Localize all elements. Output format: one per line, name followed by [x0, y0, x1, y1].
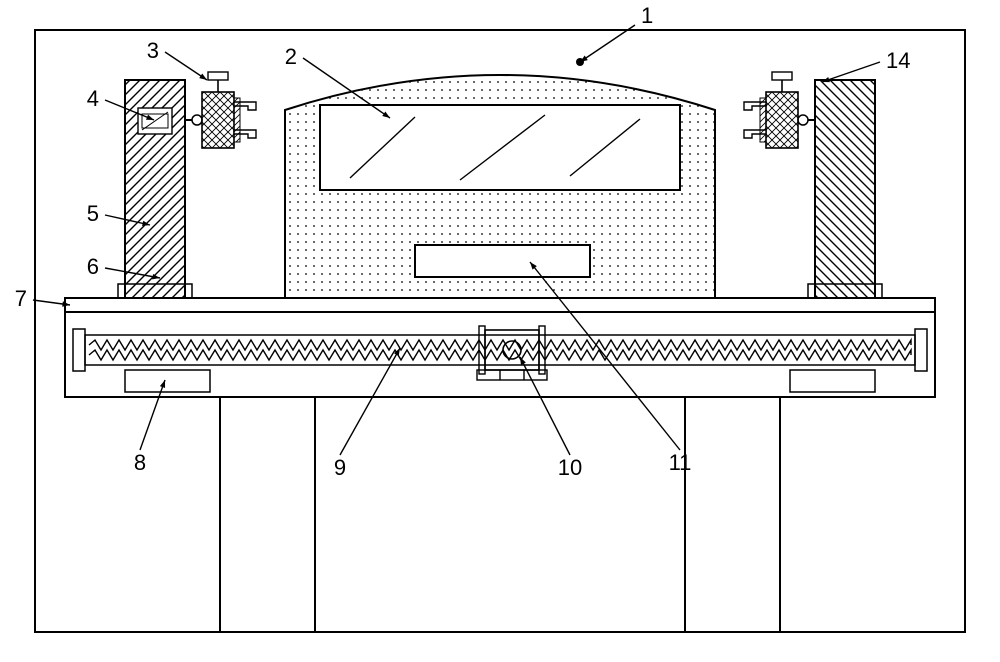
callout-label-5: 5	[87, 201, 99, 226]
callout-label-2: 2	[285, 44, 297, 69]
table-leg-left	[220, 397, 315, 632]
callout-leader-9	[340, 348, 400, 455]
callout-label-9: 9	[334, 455, 346, 480]
callout-label-7: 7	[15, 286, 27, 311]
callout-label-6: 6	[87, 254, 99, 279]
clamp-head-left	[202, 92, 234, 148]
callout-label-1: 1	[641, 3, 653, 28]
callout-label-10: 10	[558, 455, 582, 480]
slider-left	[125, 370, 210, 392]
callout-label-4: 4	[87, 86, 99, 111]
clamp-pillar-right	[815, 80, 875, 298]
callout-label-8: 8	[134, 450, 146, 475]
callout-leader-3	[165, 52, 207, 80]
callout-label-14: 14	[886, 48, 910, 73]
callout-label-11: 11	[669, 450, 692, 475]
callout-leader-8	[140, 380, 165, 450]
table-top-plate	[65, 298, 935, 312]
technical-figure: 1 2 3 4 14 5 6 7 8 9 10 11	[0, 0, 1000, 662]
callout-label-3: 3	[147, 38, 159, 63]
slider-right	[790, 370, 875, 392]
plaque	[415, 245, 590, 277]
table-leg-right	[685, 397, 780, 632]
motor-body	[485, 330, 539, 370]
clamp-head-right	[766, 92, 798, 148]
glass-window	[320, 105, 680, 190]
